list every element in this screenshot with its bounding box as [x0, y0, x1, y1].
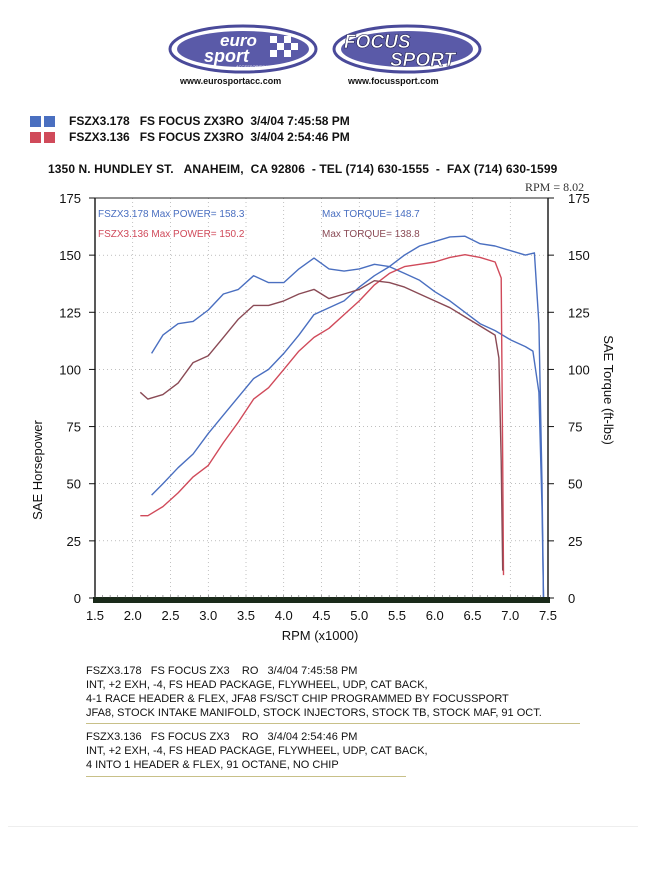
x-tick-label: 1.5	[86, 608, 104, 623]
shop-address: 1350 N. HUNDLEY ST. ANAHEIM, CA 92806 - …	[48, 162, 558, 176]
x-tick-label: 3.5	[237, 608, 255, 623]
page-divider	[8, 826, 638, 827]
y-tick-label: 175	[59, 191, 81, 206]
legend-label-run2: FSZX3.136 FS FOCUS ZX3RO 3/4/04 2:54:46 …	[69, 130, 350, 144]
x-tick-label: 7.5	[539, 608, 557, 623]
focussport-logo: FOCUS SPORT www.focussport.com	[332, 24, 482, 86]
notes-divider	[86, 776, 406, 777]
x-tick-label: 6.5	[463, 608, 481, 623]
chart-series	[139, 235, 545, 599]
series-line	[139, 280, 504, 571]
eurosport-url[interactable]: www.eurosportacc.com	[180, 76, 282, 86]
x-tick-label: 2.0	[124, 608, 142, 623]
notes-run1-line: JFA8, STOCK INTAKE MANIFOLD, STOCK INJEC…	[86, 707, 542, 719]
chart-frame	[93, 197, 550, 603]
series-line	[151, 235, 545, 599]
x-axis-label: RPM (x1000)	[282, 628, 359, 643]
series-line	[140, 254, 505, 576]
x-tick-label: 7.0	[501, 608, 519, 623]
eurosport-logo-small: ACCESSORIES LLC	[236, 64, 273, 69]
y2-tick-label: 0	[568, 591, 575, 606]
notes-run1: FSZX3.178 FS FOCUS ZX3 RO 3/4/04 7:45:58…	[86, 664, 542, 720]
eurosport-logo: euro sport ACCESSORIES LLC www.eurosport…	[168, 24, 318, 86]
series-line	[151, 257, 545, 599]
legend-swatch-run1b	[44, 115, 55, 127]
x-tick-label: 6.0	[426, 608, 444, 623]
y-tick-label: 0	[74, 591, 81, 606]
chart-annotation: Max TORQUE= 138.8	[322, 229, 420, 240]
y2-tick-label: 75	[568, 420, 582, 435]
notes-run1-line: INT, +2 EXH, -4, FS HEAD PACKAGE, FLYWHE…	[86, 679, 428, 691]
legend-swatch-run2b	[44, 131, 55, 143]
chart-grid	[95, 198, 548, 598]
focussport-logo-text2: SPORT	[390, 50, 457, 71]
chart-annotations: FSZX3.178 Max POWER= 158.3 Max TORQUE= 14…	[98, 209, 420, 240]
x-tick-label: 4.0	[275, 608, 293, 623]
chart-annotation: Max TORQUE= 148.7	[322, 209, 420, 220]
x-tick-label: 3.0	[199, 608, 217, 623]
chart-ticks: 1.5 2.0 2.5 3.0 3.5 4.0 4.5 5.0 5.5 6.0 6.5 7.0 7.5 0…	[59, 191, 589, 623]
legend-run1: FSZX3.178 FS FOCUS ZX3RO 3/4/04 7:45:58 …	[30, 114, 350, 128]
y-axis-label: SAE Horsepower	[30, 419, 45, 519]
focussport-logo-text1: FOCUS	[344, 32, 411, 53]
y-tick-label: 75	[67, 420, 81, 435]
y2-tick-label: 175	[568, 191, 590, 206]
legend-label-run1: FSZX3.178 FS FOCUS ZX3RO 3/4/04 7:45:58 …	[69, 114, 350, 128]
legend-run2: FSZX3.136 FS FOCUS ZX3RO 3/4/04 2:54:46 …	[30, 130, 350, 144]
y2-tick-label: 25	[568, 534, 582, 549]
notes-divider	[86, 723, 580, 724]
legend-swatch-run2	[30, 131, 41, 143]
chart-annotation: FSZX3.178 Max POWER= 158.3	[98, 209, 245, 220]
y2-tick-label: 100	[568, 362, 590, 377]
y2-tick-label: 125	[568, 305, 590, 320]
x-tick-label: 2.5	[161, 608, 179, 623]
corner-rpm-label: RPM = 8.02	[525, 180, 584, 194]
y2-tick-label: 150	[568, 248, 590, 263]
x-tick-label: 5.5	[388, 608, 406, 623]
y-tick-label: 50	[67, 477, 81, 492]
x-tick-label: 4.5	[312, 608, 330, 623]
y-tick-label: 150	[59, 248, 81, 263]
y2-tick-label: 50	[568, 477, 582, 492]
focussport-url[interactable]: www.focussport.com	[348, 76, 439, 86]
notes-run2-line: INT, +2 EXH, -4, FS HEAD PACKAGE, FLYWHE…	[86, 745, 428, 757]
notes-run1-line: FSZX3.178 FS FOCUS ZX3 RO 3/4/04 7:45:58…	[86, 665, 358, 677]
y-tick-label: 25	[67, 534, 81, 549]
y2-axis-label: SAE Torque (ft-lbs)	[601, 335, 616, 445]
y-tick-label: 125	[59, 305, 81, 320]
notes-run2: FSZX3.136 FS FOCUS ZX3 RO 3/4/04 2:54:46…	[86, 730, 428, 772]
notes-run2-line: 4 INTO 1 HEADER & FLEX, 91 OCTANE, NO CH…	[86, 759, 339, 771]
legend-swatch-run1	[30, 115, 41, 127]
eurosport-logo-text1: euro	[220, 31, 257, 50]
notes-run2-line: FSZX3.136 FS FOCUS ZX3 RO 3/4/04 2:54:46…	[86, 731, 358, 743]
y-tick-label: 100	[59, 362, 81, 377]
eurosport-logo-text2: sport	[204, 46, 250, 66]
x-tick-label: 5.0	[350, 608, 368, 623]
dyno-chart: 1.5 2.0 2.5 3.0 3.5 4.0 4.5 5.0 5.5 6.0 6.5 7.0 7.5 0…	[30, 180, 616, 643]
notes-run1-line: 4-1 RACE HEADER & FLEX, JFA8 FS/SCT CHIP…	[86, 693, 509, 705]
frame-bottom-bar	[93, 597, 550, 603]
chart-annotation: FSZX3.136 Max POWER= 150.2	[98, 229, 245, 240]
